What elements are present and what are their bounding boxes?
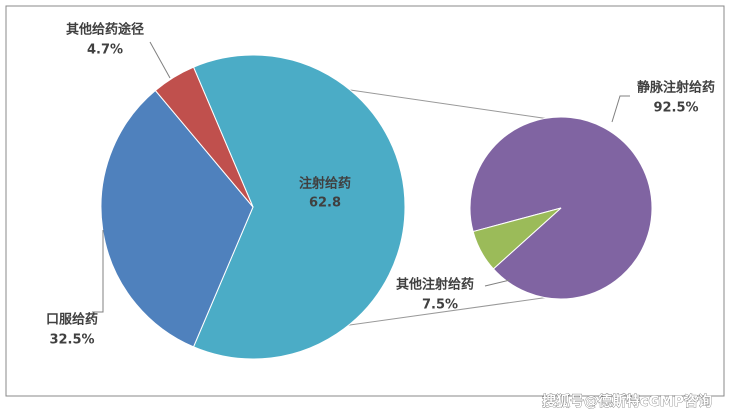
value-label: 32.5% bbox=[49, 333, 94, 348]
slice-label: 口服给药 bbox=[46, 312, 98, 328]
slice-label: 其他给药途径 bbox=[66, 22, 144, 38]
leader-line bbox=[611, 95, 630, 123]
slice-label: 注射给药 bbox=[299, 176, 351, 192]
watermark: 搜狐号@德斯特cGMP咨询 bbox=[542, 393, 712, 410]
value-label: 4.7% bbox=[87, 43, 123, 58]
value-label: 92.5% bbox=[653, 101, 698, 116]
slice-label: 静脉注射给药 bbox=[637, 80, 715, 96]
leader-line bbox=[484, 279, 511, 287]
value-label: 62.8 bbox=[309, 196, 341, 211]
pie-slice bbox=[154, 66, 254, 208]
slice-label: 其他注射给药 bbox=[396, 277, 474, 293]
pies bbox=[100, 54, 653, 360]
pie-slice bbox=[100, 89, 254, 348]
pie-slice bbox=[472, 207, 562, 270]
leader-line bbox=[92, 230, 104, 313]
value-label: 7.5% bbox=[422, 298, 458, 313]
labels: 注射给药 62.8 口服给药 32.5% 其他给药途径 4.7% 静脉注射给药 92.5% 其他… bbox=[46, 22, 715, 348]
pie-slice bbox=[192, 54, 406, 360]
leader-line bbox=[149, 41, 171, 79]
